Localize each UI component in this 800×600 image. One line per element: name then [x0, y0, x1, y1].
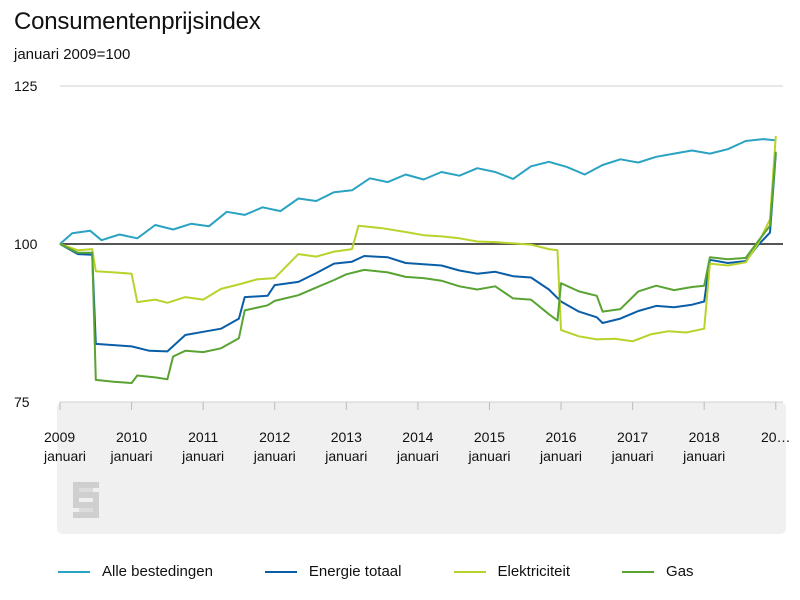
legend-label: Elektriciteit: [497, 563, 571, 580]
legend-item[interactable]: Elektriciteit: [453, 563, 571, 580]
x-tick-month: januari: [396, 448, 439, 464]
x-tick-month: januari: [253, 448, 296, 464]
legend-item[interactable]: Alle bestedingen: [58, 563, 213, 580]
x-tick-month: januari: [324, 448, 367, 464]
legend-label: Energie totaal: [308, 563, 402, 580]
x-tick-year: 20…: [761, 429, 791, 445]
y-tick-label: 75: [14, 394, 30, 410]
x-tick-year: 2012: [259, 429, 290, 445]
legend-label: Gas: [666, 563, 694, 580]
x-tick-month: januari: [539, 448, 582, 464]
cbs-logo-icon: [73, 482, 99, 518]
series-line-elektriciteit: [59, 135, 777, 343]
x-tick-month: januari: [611, 448, 654, 464]
x-tick-year: 2018: [689, 429, 720, 445]
x-tick-month: januari: [181, 448, 224, 464]
x-tick-year: 2014: [402, 429, 433, 445]
legend-swatch: [622, 570, 655, 573]
x-tick-month: januari: [682, 448, 725, 464]
legend-item[interactable]: Energie totaal: [264, 563, 402, 580]
x-tick-month: januari: [110, 448, 153, 464]
x-tick-month: januari: [43, 448, 86, 464]
x-tick-year: 2009: [44, 429, 75, 445]
x-tick-year: 2011: [188, 429, 218, 445]
legend: Alle bestedingen Energie totaal Elektricit…: [58, 563, 746, 580]
legend-label: Alle bestedingen: [102, 563, 213, 580]
y-tick-label: 100: [14, 236, 38, 252]
legend-swatch: [453, 570, 486, 573]
series-line-gas: [59, 151, 777, 384]
chart-subtitle: januari 2009=100: [14, 46, 131, 63]
legend-swatch: [58, 570, 90, 573]
series-line-alle-bestedingen: [59, 138, 776, 245]
chart-title: Consumentenprijsindex: [14, 8, 261, 35]
x-tick-year: 2010: [116, 429, 147, 445]
x-tick-month: januari: [467, 448, 510, 464]
x-tick-year: 2016: [545, 429, 576, 445]
legend-swatch: [264, 570, 297, 573]
x-tick-year: 2013: [331, 429, 362, 445]
footer-panel: [57, 402, 786, 534]
y-tick-label: 125: [14, 78, 38, 94]
x-tick-year: 2017: [617, 429, 648, 445]
series-line-energie-totaal: [59, 153, 777, 353]
x-tick-year: 2015: [474, 429, 505, 445]
legend-item[interactable]: Gas: [622, 563, 694, 580]
